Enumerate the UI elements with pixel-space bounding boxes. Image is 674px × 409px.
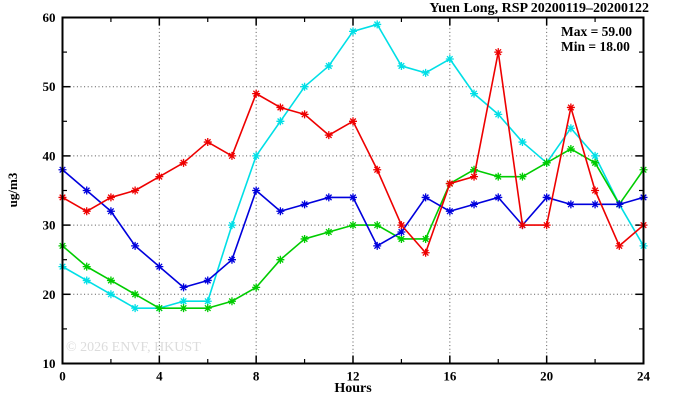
y-axis-label: ug/m3 xyxy=(5,172,20,208)
series-cyan-line xyxy=(62,23,645,309)
y-tick-label: 20 xyxy=(43,287,56,302)
plot-border xyxy=(61,16,645,365)
chart-title: Yuen Long, RSP 20200119–20200122 xyxy=(429,1,649,16)
x-tick-label: 4 xyxy=(156,369,163,384)
max-value-label: Max = 59.00 xyxy=(561,24,633,39)
stats-annotation: Max = 59.00 Min = 18.00 xyxy=(561,24,632,54)
watermark: © 2026 ENVF, HKUST xyxy=(66,340,201,355)
x-tick-label: 12 xyxy=(347,369,360,384)
y-tick-label: 10 xyxy=(43,356,56,371)
x-tick-label: 16 xyxy=(443,369,457,384)
x-tick-label: 8 xyxy=(253,369,260,384)
x-tick-label: 20 xyxy=(540,369,553,384)
min-value-label: Min = 18.00 xyxy=(561,39,630,54)
y-tick-label: 60 xyxy=(43,10,56,25)
y-tick-label: 50 xyxy=(43,79,56,94)
series-green-markers xyxy=(58,144,648,313)
x-tick-label: 0 xyxy=(59,369,66,384)
y-tick-label: 30 xyxy=(43,218,56,233)
y-tick-label: 40 xyxy=(43,148,56,163)
x-tick-label: 24 xyxy=(637,369,651,384)
x-axis-label: Hours xyxy=(334,381,372,396)
